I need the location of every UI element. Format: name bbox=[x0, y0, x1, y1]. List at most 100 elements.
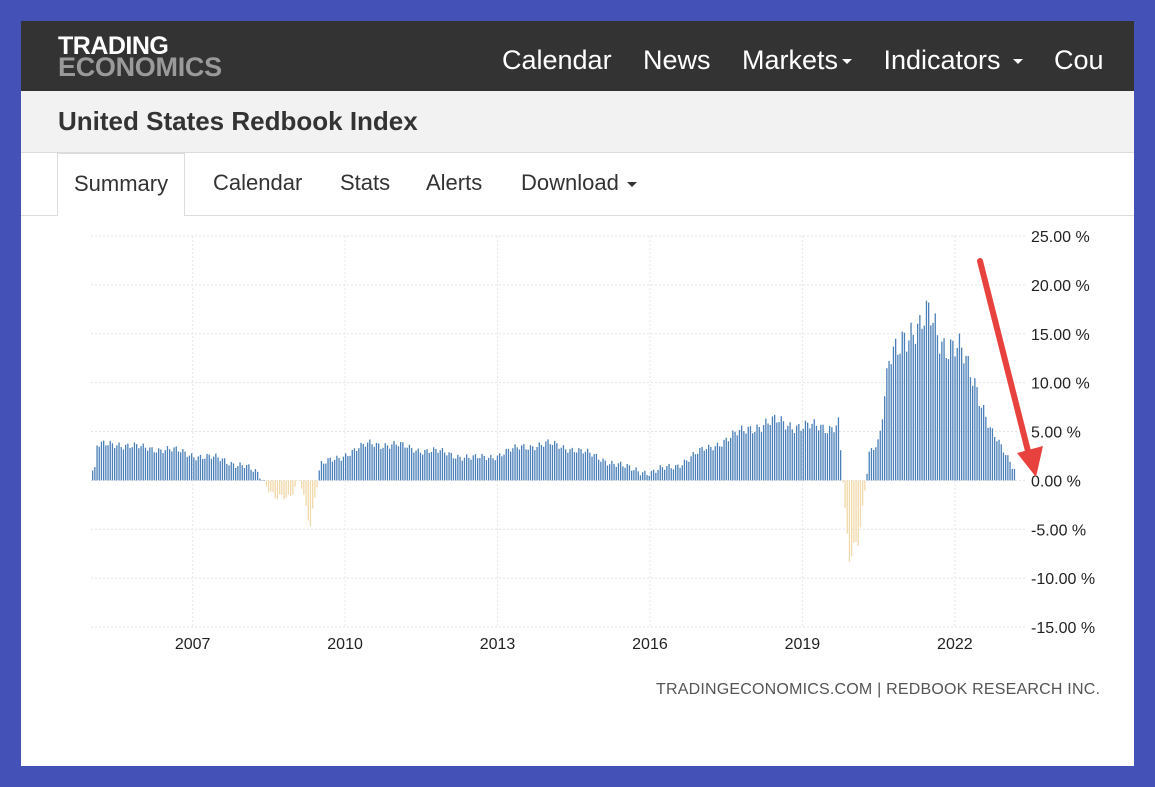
positive-bar bbox=[408, 444, 411, 481]
positive-bar bbox=[714, 446, 716, 481]
positive-bar bbox=[525, 449, 527, 481]
tab-stats[interactable]: Stats bbox=[340, 153, 390, 215]
positive-bar bbox=[760, 431, 763, 481]
tab-stats-label: Stats bbox=[340, 170, 391, 195]
positive-bar bbox=[472, 455, 474, 481]
trading-economics-logo[interactable]: TRADING ECONOMICS bbox=[58, 34, 222, 81]
nav-countries[interactable]: Cou bbox=[1054, 45, 1104, 76]
positive-bar bbox=[595, 453, 598, 481]
positive-bar bbox=[252, 471, 254, 481]
positive-bar bbox=[655, 472, 657, 481]
positive-bar bbox=[884, 396, 886, 481]
positive-bar bbox=[998, 439, 1000, 481]
tab-alerts[interactable]: Alerts bbox=[426, 153, 482, 215]
positive-bar bbox=[866, 473, 868, 481]
tab-summary[interactable]: Summary bbox=[57, 153, 186, 216]
y-tick-label: 0.00 % bbox=[1031, 473, 1081, 490]
positive-bar bbox=[840, 450, 842, 481]
tab-download[interactable]: Download bbox=[521, 153, 637, 215]
positive-bar bbox=[725, 437, 727, 481]
positive-bar bbox=[448, 452, 450, 481]
tab-calendar-label: Calendar bbox=[213, 170, 303, 195]
positive-bar bbox=[956, 347, 958, 481]
positive-bar bbox=[745, 433, 747, 481]
positive-bar bbox=[373, 446, 375, 481]
positive-bar bbox=[650, 470, 653, 481]
positive-bar bbox=[659, 465, 661, 481]
positive-bar bbox=[602, 458, 604, 481]
positive-bar bbox=[910, 322, 912, 481]
positive-bar bbox=[424, 450, 426, 481]
positive-bar bbox=[991, 428, 994, 481]
positive-bar bbox=[353, 448, 356, 481]
positive-bar bbox=[752, 433, 754, 481]
positive-bar bbox=[804, 420, 807, 481]
positive-bar bbox=[617, 463, 620, 481]
negative-bar bbox=[298, 480, 301, 481]
positive-bar bbox=[598, 459, 600, 481]
positive-bar bbox=[485, 460, 488, 481]
positive-bar bbox=[342, 456, 345, 481]
positive-bar bbox=[529, 445, 532, 481]
positive-bar bbox=[208, 454, 210, 481]
tab-calendar[interactable]: Calendar bbox=[213, 153, 302, 215]
positive-bar bbox=[351, 449, 353, 481]
positive-bar bbox=[92, 470, 94, 481]
positive-bar bbox=[120, 447, 122, 481]
positive-bar bbox=[642, 472, 644, 481]
positive-bar bbox=[976, 387, 978, 481]
positive-bar bbox=[664, 469, 666, 481]
positive-bar bbox=[985, 416, 987, 481]
positive-bar bbox=[428, 453, 430, 481]
negative-bar bbox=[859, 480, 862, 528]
positive-bar bbox=[822, 424, 824, 481]
positive-bar bbox=[763, 425, 765, 481]
positive-bar bbox=[1000, 444, 1002, 481]
positive-bar bbox=[1007, 455, 1009, 481]
positive-bar bbox=[210, 458, 213, 481]
nav-news[interactable]: News bbox=[643, 45, 711, 76]
positive-bar bbox=[505, 448, 507, 481]
positive-bar bbox=[710, 446, 712, 481]
nav-indicators[interactable]: Indicators bbox=[883, 45, 1023, 76]
positive-bar bbox=[540, 445, 543, 481]
positive-bar bbox=[793, 432, 796, 481]
chart-source-credit[interactable]: TRADINGECONOMICS.COM | REDBOOK RESEARCH … bbox=[656, 681, 1101, 698]
positive-bar bbox=[868, 451, 870, 481]
positive-bar bbox=[523, 444, 525, 481]
y-tick-label: 20.00 % bbox=[1031, 278, 1090, 295]
positive-bar bbox=[514, 444, 516, 481]
positive-bar bbox=[444, 452, 446, 481]
positive-bar bbox=[789, 422, 791, 481]
positive-bar bbox=[142, 443, 144, 481]
positive-bar bbox=[743, 431, 745, 481]
nav-markets-label: Markets bbox=[742, 45, 839, 75]
positive-bar bbox=[802, 428, 804, 481]
positive-bar bbox=[611, 460, 613, 481]
y-tick-label: -5.00 % bbox=[1031, 522, 1086, 539]
positive-bar bbox=[347, 456, 349, 481]
browser-frame: TRADING ECONOMICS Calendar News Markets … bbox=[21, 21, 1134, 766]
positive-bar bbox=[554, 441, 556, 481]
positive-bar bbox=[815, 425, 818, 481]
positive-bar bbox=[1009, 461, 1011, 481]
positive-bar bbox=[747, 426, 749, 481]
positive-bar bbox=[545, 441, 547, 481]
nav-calendar[interactable]: Calendar bbox=[502, 45, 612, 76]
negative-bar bbox=[292, 480, 294, 495]
positive-bar bbox=[736, 435, 738, 481]
nav-markets[interactable]: Markets bbox=[742, 45, 853, 76]
positive-bar bbox=[360, 442, 362, 481]
nav-menu: Calendar News Markets Indicators Cou bbox=[502, 45, 1131, 76]
page-header: United States Redbook Index bbox=[21, 91, 1134, 153]
positive-bar bbox=[963, 363, 965, 481]
positive-bar bbox=[943, 338, 945, 481]
positive-bar bbox=[250, 469, 252, 481]
positive-bar bbox=[224, 458, 226, 481]
positive-bar bbox=[606, 465, 609, 481]
positive-bar bbox=[672, 469, 675, 481]
positive-bar bbox=[738, 429, 741, 481]
positive-bar bbox=[628, 465, 631, 481]
positive-bar bbox=[186, 456, 188, 481]
positive-bar bbox=[402, 442, 404, 481]
